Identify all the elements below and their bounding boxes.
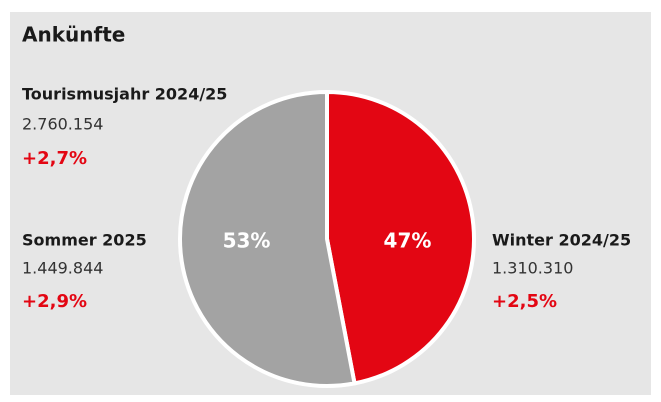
category-label: Sommer 2025: [22, 231, 147, 250]
category-count: 1.310.310: [492, 259, 573, 278]
total-count: 2.760.154: [22, 115, 103, 134]
category-count: 1.449.844: [22, 259, 103, 278]
total-label: Tourismusjahr 2024/25: [22, 85, 227, 104]
pie-slice: [178, 90, 357, 388]
value-label: 47%: [384, 229, 432, 253]
pie: 47% 53%: [178, 90, 476, 388]
category-change: +2,9%: [22, 291, 87, 312]
category-change: +2,5%: [492, 291, 557, 312]
total-change: +2,7%: [22, 148, 87, 169]
pie-slice: [325, 90, 476, 386]
value-label: 53%: [223, 229, 271, 253]
chart-title: Ankünfte: [22, 23, 125, 47]
category-label: Winter 2024/25: [492, 231, 631, 250]
